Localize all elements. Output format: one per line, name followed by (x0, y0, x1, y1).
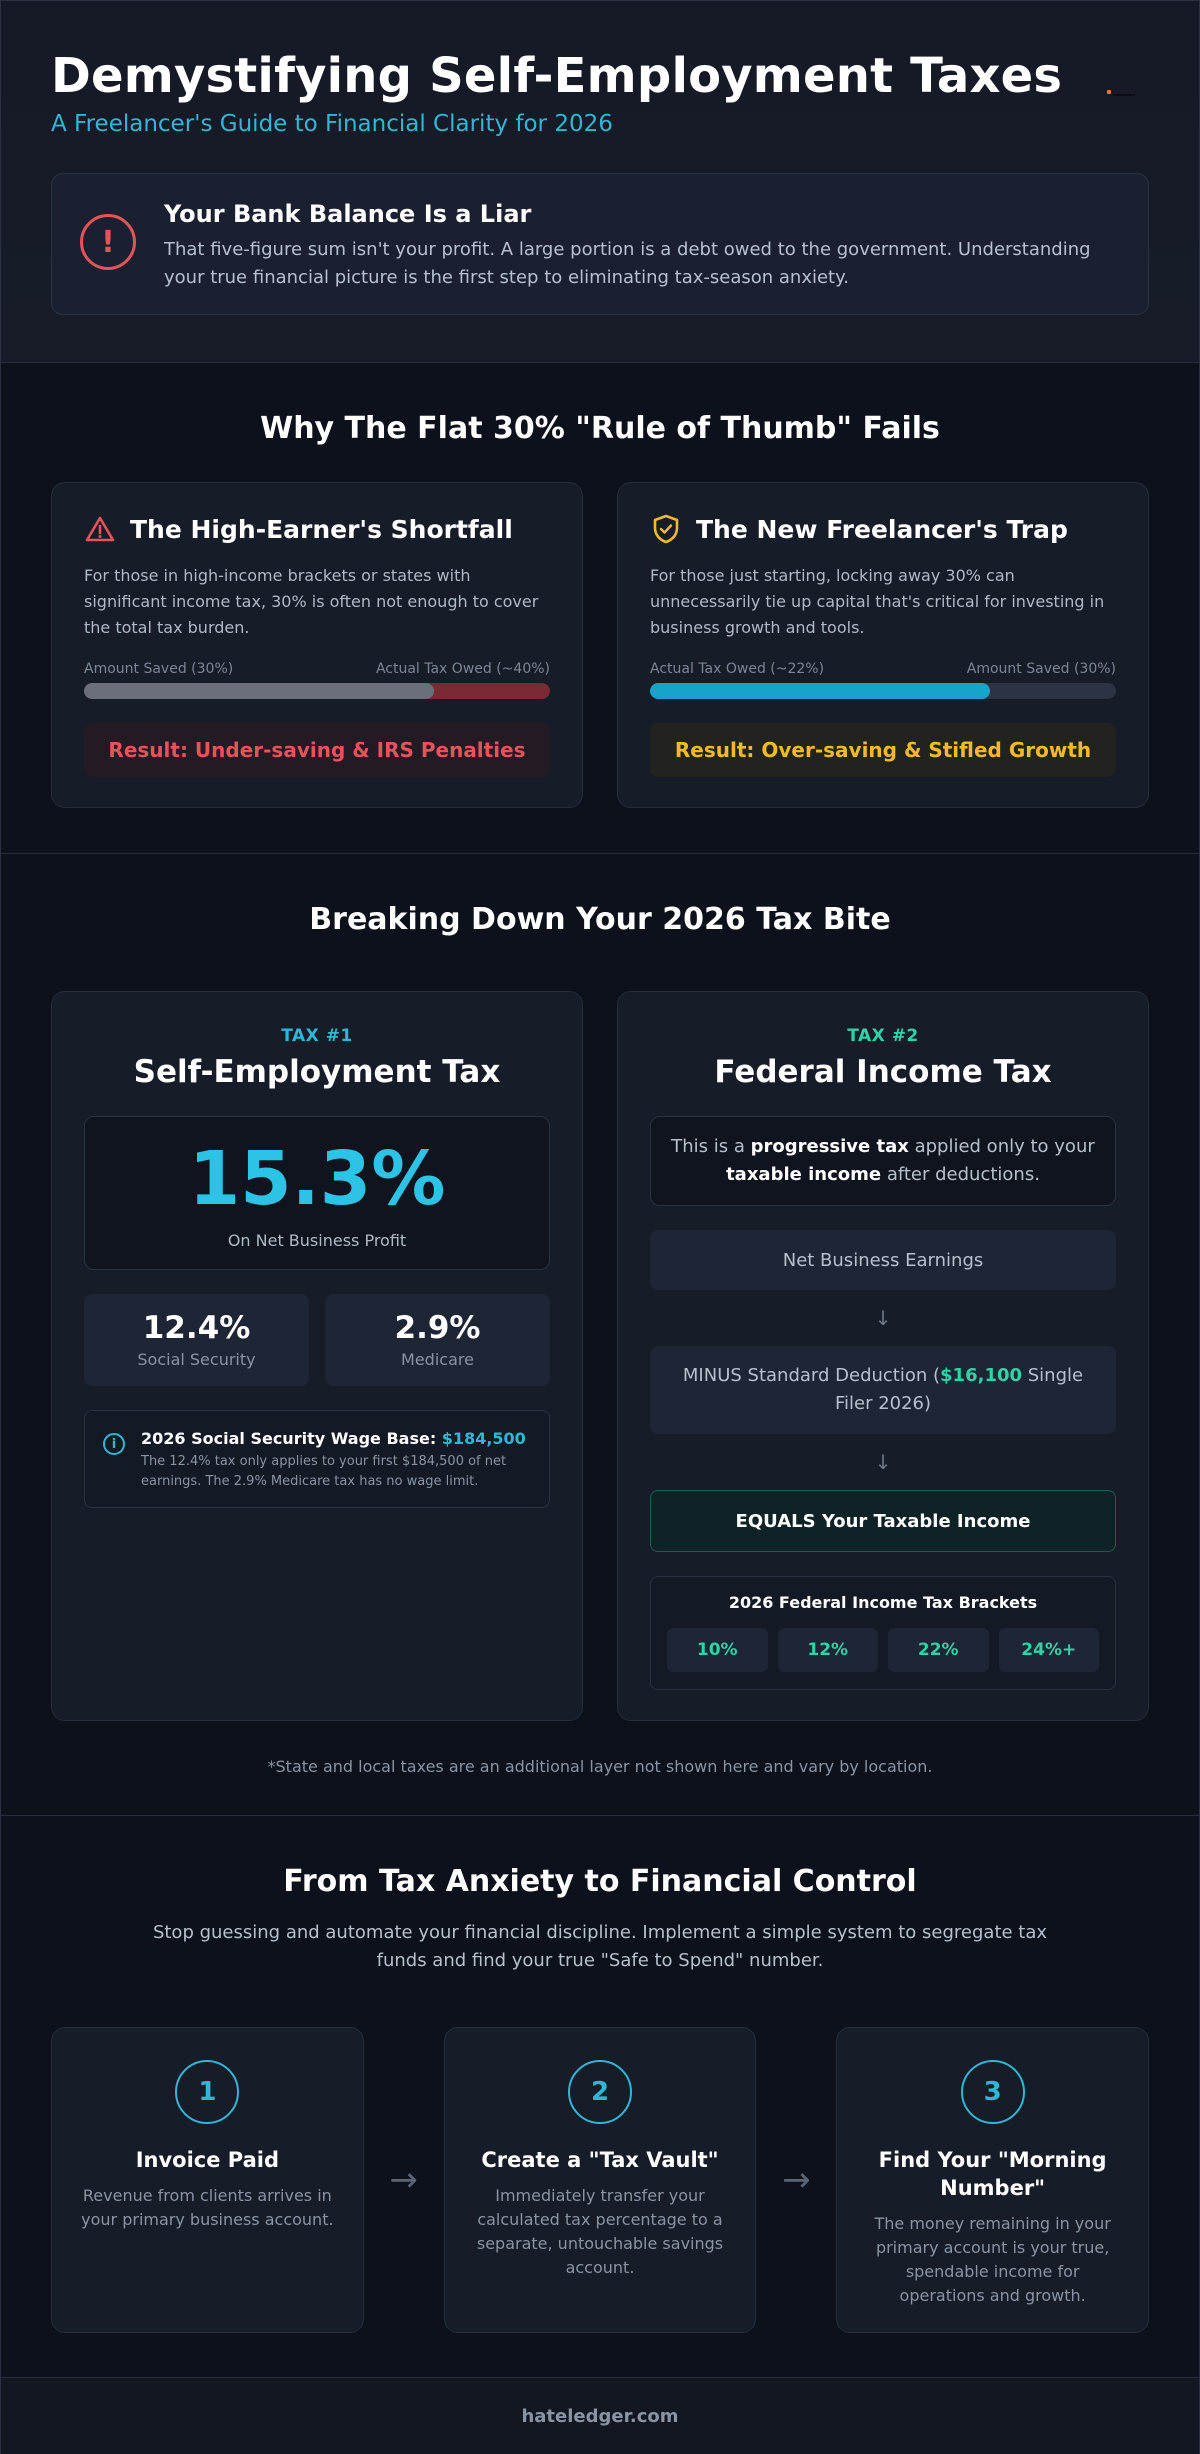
bar-label-right: Amount Saved (30%) (966, 661, 1116, 677)
step-text: MINUS Standard Deduction ( (682, 1365, 941, 1386)
card-title: The New Freelancer's Trap (696, 514, 1068, 544)
control-section-title: From Tax Anxiety to Financial Control (283, 1864, 917, 1899)
exclamation-circle-icon: ! (80, 214, 136, 270)
step-number: 3 (960, 2060, 1025, 2124)
alert-title: Your Bank Balance Is a Liar (164, 200, 532, 228)
comparison-bar-fill (650, 683, 991, 699)
footer: hateledger.com (1, 2378, 1199, 2454)
step-text: Revenue from clients arrives in your pri… (81, 2186, 334, 2229)
arrow-down-icon: ↓ (874, 1306, 892, 1330)
step-card: 1 Invoice Paid Revenue from clients arri… (51, 2027, 364, 2333)
note-text: applied only to your (908, 1136, 1095, 1157)
arrow-right-icon: → (782, 2160, 811, 2200)
step-card: 2 Create a "Tax Vault" Immediately trans… (443, 2027, 757, 2333)
progressive-tax-note: This is a progressive tax applied only t… (650, 1116, 1116, 1206)
tax-section: Breaking Down Your 2026 Tax Bite TAX #1 … (1, 854, 1199, 1816)
page-title: Demystifying Self-Employment Taxes (51, 48, 1063, 104)
tax-tag: TAX #2 (847, 1026, 919, 1046)
shield-check-icon (650, 513, 682, 545)
bracket-pill: 12% (777, 1628, 878, 1672)
bracket-pill: 24%+ (998, 1628, 1099, 1672)
info-heading: 2026 Social Security Wage Base: (141, 1429, 442, 1448)
card-description: For those just starting, locking away 30… (650, 566, 1105, 637)
bar-label-left: Amount Saved (30%) (84, 661, 234, 677)
brackets-title: 2026 Federal Income Tax Brackets (728, 1593, 1038, 1612)
rule-section: Why The Flat 30% "Rule of Thumb" Fails T… (1, 363, 1199, 854)
social-security-box: 12.4% Social Security (84, 1294, 309, 1386)
rate-value: 15.3% (188, 1136, 446, 1222)
step-title: Invoice Paid (135, 2148, 280, 2172)
tax-tag: TAX #1 (281, 1026, 353, 1046)
comparison-bar (650, 683, 1116, 699)
arrow-right-icon: → (389, 2160, 418, 2200)
warning-triangle-icon (84, 513, 116, 545)
alert-card: ! Your Bank Balance Is a Liar That five-… (51, 173, 1149, 315)
tax-title: Federal Income Tax (714, 1054, 1052, 1090)
medicare-box: 2.9% Medicare (325, 1294, 550, 1386)
bracket-pill: 10% (667, 1628, 768, 1672)
page-subtitle: A Freelancer's Guide to Financial Clarit… (51, 111, 613, 137)
step-text: Immediately transfer your calculated tax… (476, 2186, 724, 2277)
comparison-bar-fill (84, 683, 434, 699)
deduction-amount: $16,100 (940, 1365, 1023, 1386)
header: Demystifying Self-Employment Taxes A Fre… (1, 1, 1199, 363)
new-freelancer-card: The New Freelancer's Trap For those just… (617, 482, 1149, 808)
note-text: after deductions. (881, 1164, 1040, 1185)
logo-mark (1103, 90, 1135, 96)
info-circle-icon: i (103, 1433, 125, 1455)
bracket-pill: 22% (888, 1628, 989, 1672)
footnote: *State and local taxes are an additional… (267, 1757, 933, 1776)
result-badge: Result: Under-saving & IRS Penalties (84, 723, 550, 777)
step-card: 3 Find Your "Morning Number" The money r… (836, 2027, 1149, 2333)
taxable-income-step: EQUALS Your Taxable Income (650, 1490, 1116, 1552)
step-text: Single Filer 2026) (834, 1365, 1084, 1414)
self-employment-tax-card: TAX #1 Self-Employment Tax 15.3% On Net … (51, 991, 583, 1721)
control-section: From Tax Anxiety to Financial Control St… (1, 1816, 1199, 2378)
part-label: Medicare (401, 1350, 474, 1369)
step-text: The money remaining in your primary acco… (874, 2214, 1111, 2305)
step-number: 2 (568, 2060, 632, 2124)
bar-label-right: Actual Tax Owed (~40%) (375, 661, 550, 677)
info-text: The 12.4% tax only applies to your first… (141, 1454, 507, 1489)
federal-income-tax-card: TAX #2 Federal Income Tax This is a prog… (617, 991, 1149, 1721)
net-earnings-step: Net Business Earnings (650, 1230, 1116, 1290)
part-value: 2.9% (394, 1310, 481, 1346)
footer-link[interactable]: hateledger.com (521, 2405, 679, 2427)
result-badge: Result: Over-saving & Stifled Growth (650, 723, 1116, 777)
high-earner-card: The High-Earner's Shortfall For those in… (51, 482, 583, 808)
bar-label-left: Actual Tax Owed (~22%) (650, 661, 825, 677)
card-description: For those in high-income brackets or sta… (84, 566, 539, 637)
step-title: Create a "Tax Vault" (481, 2148, 719, 2172)
rate-subtitle: On Net Business Profit (227, 1231, 407, 1250)
tax-title: Self-Employment Tax (133, 1054, 501, 1090)
step-number: 1 (175, 2060, 240, 2124)
note-emphasis: progressive tax (750, 1136, 909, 1157)
rule-section-title: Why The Flat 30% "Rule of Thumb" Fails (260, 411, 940, 446)
card-title: The High-Earner's Shortfall (130, 514, 513, 544)
part-label: Social Security (137, 1350, 256, 1369)
tax-section-title: Breaking Down Your 2026 Tax Bite (309, 902, 891, 937)
comparison-bar (84, 683, 550, 699)
control-section-description: Stop guessing and automate your financia… (152, 1922, 1048, 1971)
arrow-down-icon: ↓ (874, 1450, 892, 1474)
wage-base-amount: $184,500 (441, 1429, 526, 1448)
note-emphasis: taxable income (726, 1164, 882, 1185)
wage-base-info: i 2026 Social Security Wage Base: $184,5… (84, 1410, 550, 1508)
alert-text: That five-figure sum isn't your profit. … (164, 239, 1091, 288)
note-text: This is a (671, 1136, 751, 1157)
standard-deduction-step: MINUS Standard Deduction ($16,100 Single… (650, 1346, 1116, 1434)
step-title: Find Your "Morning Number" (878, 2148, 1107, 2200)
part-value: 12.4% (142, 1310, 251, 1346)
rate-box: 15.3% On Net Business Profit (84, 1116, 550, 1270)
tax-brackets: 2026 Federal Income Tax Brackets 10% 12%… (650, 1576, 1116, 1690)
